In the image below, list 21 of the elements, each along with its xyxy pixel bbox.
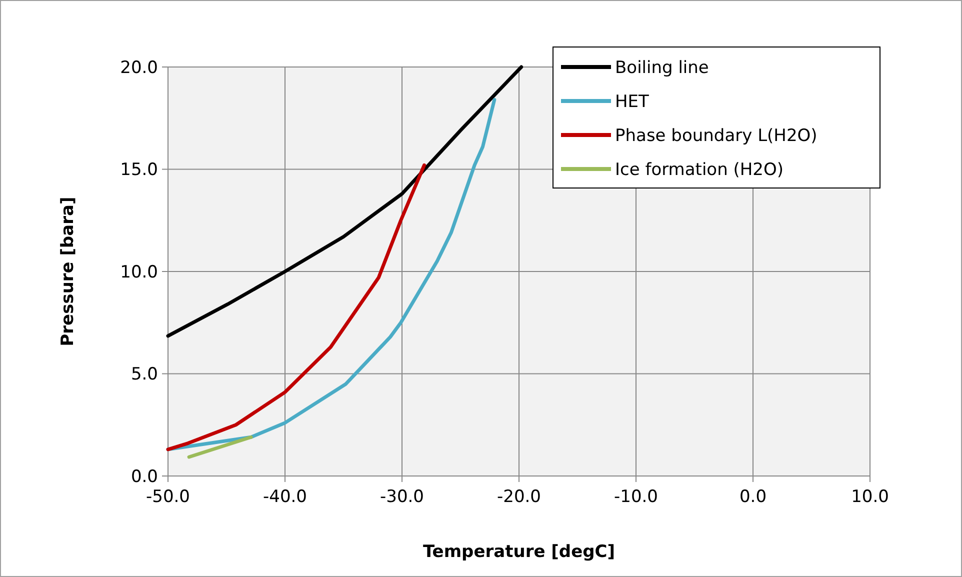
y-axis-title: Pressure [bara] bbox=[58, 196, 78, 346]
x-tick-label: -50.0 bbox=[146, 487, 190, 507]
x-tick-label: 0.0 bbox=[739, 487, 767, 507]
x-tick-label: -10.0 bbox=[614, 487, 658, 507]
line-series bbox=[166, 98, 496, 452]
y-tick-label: 15.0 bbox=[120, 160, 158, 180]
y-tick-label: 20.0 bbox=[120, 58, 158, 78]
x-axis-title: Temperature [degC] bbox=[422, 542, 616, 562]
line-series bbox=[166, 163, 426, 452]
x-tick-label: 10.0 bbox=[851, 487, 889, 507]
legend-label: Ice formation (H2O) bbox=[615, 160, 784, 180]
y-tick-label: 0.0 bbox=[130, 466, 158, 487]
x-tick-label: -30.0 bbox=[380, 487, 424, 507]
legend-label: HET bbox=[615, 92, 650, 112]
x-tick-label: -20.0 bbox=[497, 487, 541, 507]
y-tick-label: 5.0 bbox=[130, 364, 158, 385]
x-tick-label: -40.0 bbox=[263, 487, 307, 507]
y-tick-label: 10.0 bbox=[120, 262, 158, 282]
legend-label: Phase boundary L(H2O) bbox=[615, 126, 818, 146]
line-series bbox=[166, 65, 524, 338]
legend-label: Boiling line bbox=[615, 58, 709, 78]
